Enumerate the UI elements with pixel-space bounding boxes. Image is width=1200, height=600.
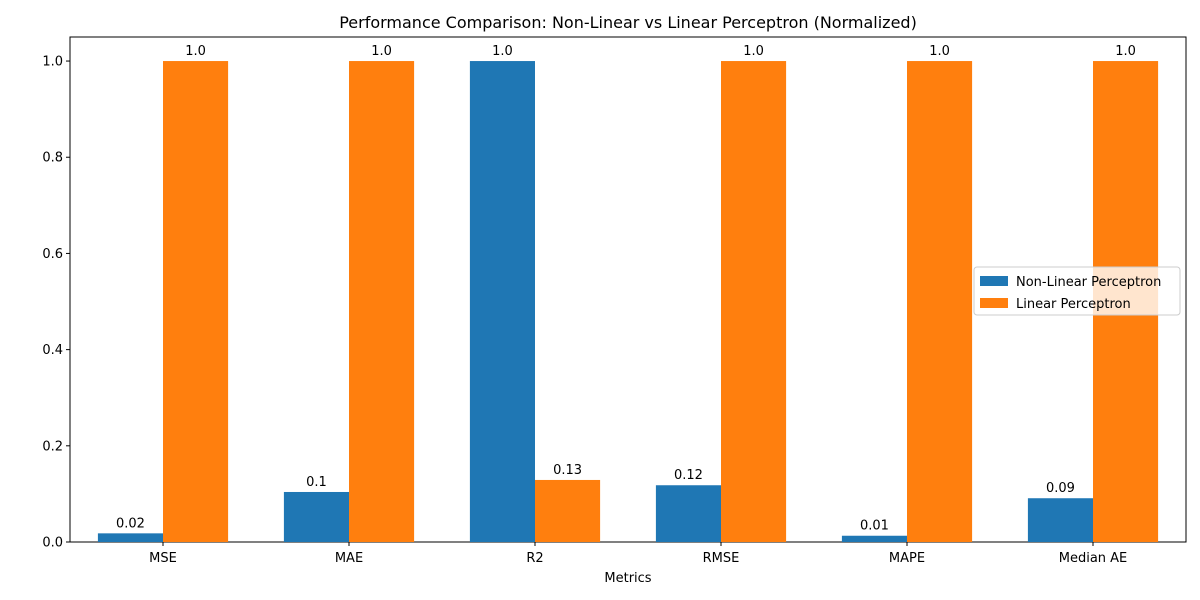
bar-value-label: 0.1	[306, 475, 327, 490]
chart-title: Performance Comparison: Non-Linear vs Li…	[339, 13, 917, 32]
bar-linear-r2	[535, 479, 601, 542]
plot-frame	[69, 36, 1187, 543]
legend: Non-Linear Perceptron Linear Perceptron	[973, 266, 1181, 316]
bar-value-label: 0.12	[674, 468, 703, 483]
bar-value-label: 0.01	[860, 519, 889, 534]
x-axis: MSE MAE R2 RMSE MAPE Median AE	[149, 542, 1127, 566]
bar-nonlinear-median-ae	[1027, 498, 1093, 542]
y-tick-label: 0.8	[42, 151, 63, 166]
bar-linear-mae	[349, 61, 415, 543]
y-tick-label: 0.0	[42, 536, 63, 551]
bar-nonlinear-mape	[841, 535, 907, 542]
bar-linear-mse	[163, 61, 229, 543]
legend-entry: Linear Perceptron	[1016, 297, 1131, 312]
legend-box	[973, 266, 1181, 316]
x-axis-label: Metrics	[604, 571, 651, 586]
bar-value-label: 1.0	[492, 44, 513, 59]
bar-value-label: 1.0	[1115, 44, 1136, 59]
bar-value-label: 1.0	[929, 44, 950, 59]
legend-entry: Non-Linear Perceptron	[1016, 275, 1161, 290]
x-tick-label: MAPE	[889, 551, 925, 566]
y-tick-label: 0.6	[42, 247, 63, 262]
bar-value-label: 1.0	[371, 44, 392, 59]
bar-nonlinear-rmse	[655, 485, 721, 542]
y-axis: 0.0 0.2 0.4 0.6 0.8 1.0	[42, 55, 70, 551]
bar-value-label: 1.0	[185, 44, 206, 59]
y-tick-label: 0.2	[42, 439, 63, 454]
bar-nonlinear-mse	[97, 533, 163, 542]
x-tick-label: RMSE	[703, 551, 740, 566]
x-tick-label: R2	[526, 551, 543, 566]
x-tick-label: Median AE	[1059, 551, 1128, 566]
legend-swatch	[980, 298, 1008, 308]
bar-nonlinear-r2	[469, 61, 535, 543]
x-tick-label: MSE	[149, 551, 177, 566]
bar-value-label: 1.0	[743, 44, 764, 59]
x-tick-label: MAE	[335, 551, 363, 566]
bar-value-label: 0.09	[1046, 481, 1075, 496]
bar-linear-mape	[907, 61, 973, 543]
plot-area	[69, 36, 1187, 543]
y-tick-label: 1.0	[42, 55, 63, 70]
bar-nonlinear-mae	[283, 491, 349, 542]
bar-labels-group: 0.02 0.1 1.0 0.12 0.01 0.09 1.0 1.0 0.13 1.0 1.0 1.…	[116, 44, 1136, 534]
bar-linear-rmse	[721, 61, 787, 543]
bar-value-label: 0.13	[553, 463, 582, 478]
legend-swatch	[980, 276, 1008, 286]
bar-value-label: 0.02	[116, 516, 145, 531]
y-tick-label: 0.4	[42, 343, 63, 358]
